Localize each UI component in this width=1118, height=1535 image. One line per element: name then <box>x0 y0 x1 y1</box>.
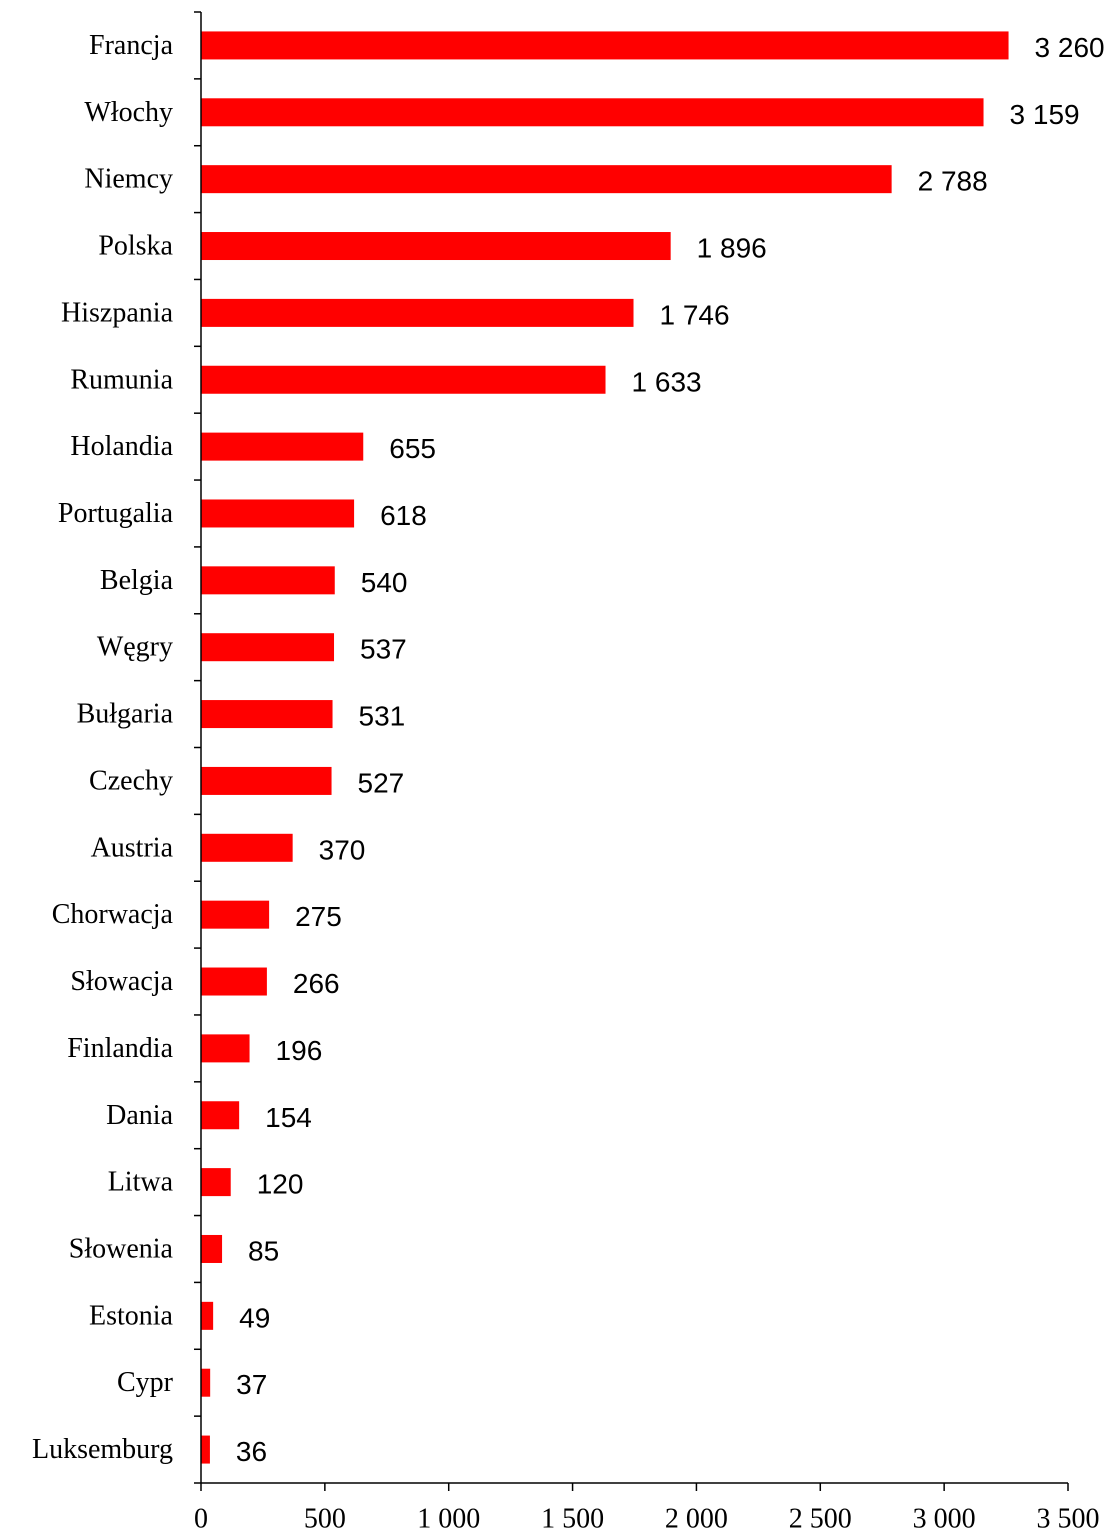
category-label: Czechy <box>89 765 173 796</box>
bar <box>201 633 335 662</box>
category-label: Portugalia <box>58 498 174 529</box>
bar <box>201 1101 240 1130</box>
category-label: Luksemburg <box>32 1434 173 1465</box>
bar <box>201 432 364 461</box>
category-label: Dania <box>106 1100 173 1131</box>
category-label: Hiszpania <box>61 297 174 328</box>
data-label: 618 <box>380 500 427 531</box>
bar <box>201 766 332 795</box>
category-label: Słowenia <box>69 1233 174 1264</box>
x-tick-label: 0 <box>194 1504 208 1535</box>
category-label: Litwa <box>108 1167 174 1198</box>
x-tick-label: 500 <box>304 1504 346 1535</box>
data-label: 275 <box>295 901 342 932</box>
category-label: Belgia <box>100 565 174 596</box>
data-label: 2 788 <box>918 166 988 197</box>
bar <box>201 1034 250 1063</box>
data-label: 655 <box>389 433 436 464</box>
category-label: Finlandia <box>67 1033 173 1064</box>
category-label: Węgry <box>97 632 173 663</box>
bar <box>201 232 671 261</box>
bar <box>201 31 1009 60</box>
category-label: Polska <box>98 231 173 262</box>
data-label: 531 <box>359 701 406 732</box>
bar <box>201 833 293 862</box>
x-tick-label: 2 000 <box>665 1504 728 1535</box>
x-tick-label: 3 500 <box>1037 1504 1100 1535</box>
category-label: Włochy <box>84 97 173 128</box>
bar <box>201 967 267 996</box>
data-label: 49 <box>239 1302 270 1333</box>
category-label: Holandia <box>70 431 173 462</box>
data-label: 154 <box>265 1102 312 1133</box>
category-label: Bułgaria <box>77 699 174 730</box>
bar <box>201 900 270 929</box>
bar <box>201 165 892 194</box>
bar <box>201 1168 231 1197</box>
category-label: Estonia <box>89 1300 174 1331</box>
axes-group: 0 500 1 000 1 500 2 000 2 500 3 000 3 500 <box>194 11 1100 1535</box>
bar <box>201 1301 214 1330</box>
data-label: 37 <box>236 1369 267 1400</box>
bar <box>201 566 335 595</box>
data-label: 1 633 <box>632 366 702 397</box>
x-tick-label: 3 000 <box>913 1504 976 1535</box>
data-label: 370 <box>319 834 366 865</box>
data-label: 1 896 <box>697 233 767 264</box>
bar <box>201 1435 210 1464</box>
category-label: Cypr <box>117 1367 174 1398</box>
data-label: 3 159 <box>1010 99 1080 130</box>
category-label: Chorwacja <box>52 899 174 930</box>
category-label: Niemcy <box>84 164 173 195</box>
bar <box>201 499 355 528</box>
x-tick-label: 1 000 <box>417 1504 480 1535</box>
bar <box>201 298 634 327</box>
bar <box>201 1234 223 1263</box>
data-labels-group: 3 260 3 159 2 788 1 896 1 746 1 633 655 618 540 5… <box>236 32 1105 1467</box>
data-label: 537 <box>360 634 407 665</box>
category-label: Słowacja <box>70 966 173 997</box>
x-tick-label: 2 500 <box>789 1504 852 1535</box>
data-label: 527 <box>358 767 405 798</box>
category-label: Francja <box>89 30 174 61</box>
data-label: 540 <box>361 567 408 598</box>
data-label: 120 <box>257 1169 304 1200</box>
category-label: Rumunia <box>70 364 173 395</box>
data-label: 36 <box>236 1436 267 1467</box>
category-labels-group: Francja Włochy Niemcy Polska Hiszpania Rumuni… <box>32 30 174 1465</box>
data-label: 196 <box>276 1035 323 1066</box>
bar <box>201 365 606 394</box>
bars-group <box>201 31 1009 1464</box>
bar <box>201 700 333 729</box>
category-label: Austria <box>91 832 174 863</box>
bar <box>201 98 984 127</box>
data-label: 85 <box>248 1235 279 1266</box>
data-label: 266 <box>293 968 340 999</box>
bar <box>201 1368 211 1397</box>
x-tick-label: 1 500 <box>541 1504 604 1535</box>
data-label: 1 746 <box>660 299 730 330</box>
data-label: 3 260 <box>1035 32 1105 63</box>
